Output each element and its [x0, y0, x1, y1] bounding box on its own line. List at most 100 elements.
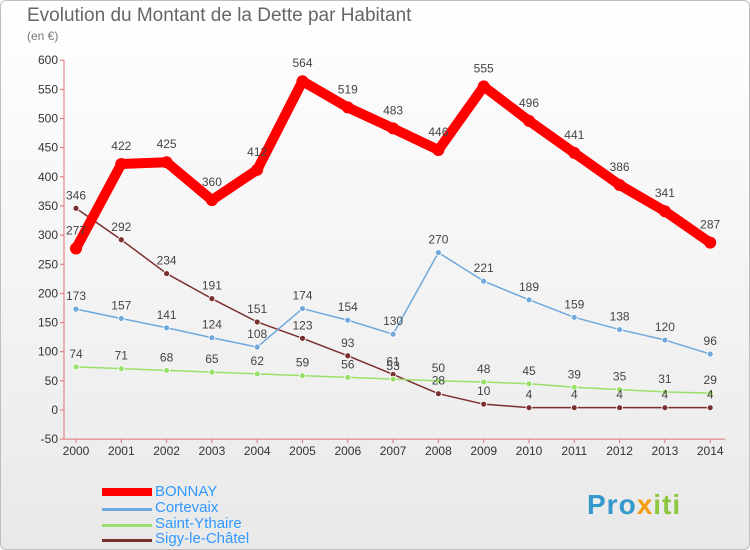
data-label: 50 — [432, 361, 446, 375]
data-label: 341 — [655, 186, 675, 200]
data-label: 124 — [202, 318, 222, 332]
data-point — [570, 313, 578, 321]
data-label: 56 — [341, 357, 355, 371]
data-label: 292 — [111, 220, 131, 234]
data-label: 446 — [428, 125, 448, 139]
data-label: 65 — [205, 352, 219, 366]
legend-label: Cortevaix — [155, 499, 219, 516]
data-point — [163, 270, 171, 277]
data-label: 108 — [247, 327, 267, 341]
x-tick-label: 2002 — [153, 444, 180, 458]
data-label: 48 — [477, 362, 491, 376]
y-tick-label: 0 — [51, 403, 58, 417]
x-tick-label: 2005 — [289, 444, 316, 458]
proxiti-logo: Proxiti — [587, 489, 682, 520]
data-label: 4 — [707, 388, 714, 402]
data-point — [523, 114, 535, 127]
data-label: 74 — [69, 347, 83, 361]
x-tick-label: 2001 — [108, 444, 135, 458]
data-label: 159 — [564, 297, 584, 311]
data-label: 422 — [111, 139, 131, 153]
data-label: 71 — [115, 349, 129, 363]
y-tick-label: 450 — [38, 141, 58, 155]
data-point — [253, 343, 261, 351]
y-tick-label: 100 — [38, 345, 58, 359]
data-label: 157 — [111, 298, 131, 312]
data-point — [480, 378, 488, 386]
data-label: 189 — [519, 280, 539, 294]
chart-title: Evolution du Montant de la Dette par Hab… — [27, 5, 412, 26]
data-point — [208, 334, 216, 342]
data-point — [389, 375, 397, 383]
x-tick-label: 2004 — [244, 444, 271, 458]
data-point — [480, 400, 488, 408]
data-point — [205, 194, 218, 207]
data-point — [387, 122, 400, 135]
data-point — [115, 157, 128, 170]
data-label: 31 — [658, 372, 672, 386]
legend-label: Saint-Ythaire — [155, 515, 242, 532]
data-label: 519 — [338, 82, 358, 96]
data-label: 270 — [428, 233, 448, 247]
data-point — [253, 318, 261, 326]
data-point — [299, 334, 306, 342]
data-point — [389, 330, 397, 338]
data-label: 151 — [247, 302, 267, 316]
data-label: 45 — [522, 364, 536, 378]
data-label: 441 — [564, 128, 584, 142]
y-tick-label: -50 — [41, 432, 59, 446]
data-point — [706, 350, 714, 358]
data-label: 154 — [338, 300, 358, 314]
data-point — [344, 316, 352, 324]
data-point — [658, 205, 671, 218]
x-tick-label: 2011 — [561, 444, 587, 458]
data-point — [251, 163, 264, 176]
y-tick-label: 400 — [38, 170, 58, 184]
data-label: 130 — [383, 314, 403, 328]
data-label: 123 — [292, 318, 312, 332]
data-point — [163, 324, 171, 332]
legend-swatch — [102, 508, 152, 511]
data-point — [344, 373, 352, 381]
data-label: 360 — [202, 175, 222, 189]
x-tick-label: 2006 — [334, 444, 361, 458]
data-point — [344, 352, 352, 360]
data-label: 68 — [160, 350, 174, 364]
data-label: 287 — [700, 218, 720, 232]
x-tick-label: 2013 — [652, 444, 679, 458]
data-label: 174 — [292, 289, 312, 303]
data-point — [163, 366, 171, 374]
data-point — [72, 204, 80, 212]
y-tick-label: 50 — [45, 374, 59, 388]
y-tick-label: 200 — [38, 286, 58, 300]
x-tick-label: 2003 — [199, 444, 226, 458]
data-label: 53 — [386, 359, 400, 373]
data-point — [661, 388, 669, 396]
x-tick-label: 2009 — [470, 444, 497, 458]
data-point — [616, 326, 623, 333]
y-tick-label: 300 — [38, 228, 58, 242]
data-point — [570, 383, 578, 391]
data-label: 4 — [571, 388, 578, 402]
data-point — [525, 404, 533, 412]
legend-swatch — [102, 488, 152, 496]
data-point — [117, 315, 125, 322]
data-point — [299, 305, 306, 312]
data-point — [616, 386, 623, 393]
data-point — [72, 305, 80, 313]
data-point — [661, 404, 669, 412]
x-tick-label: 2012 — [606, 444, 633, 458]
data-label: 277 — [66, 224, 86, 238]
data-point — [432, 143, 445, 156]
x-tick-label: 2010 — [516, 444, 543, 458]
data-label: 483 — [383, 103, 403, 117]
data-point — [706, 404, 714, 412]
data-label: 4 — [526, 388, 533, 402]
data-label: 10 — [477, 384, 491, 398]
data-point — [434, 249, 442, 256]
chart-unit: (en €) — [27, 29, 59, 43]
y-tick-label: 150 — [38, 316, 58, 330]
legend-swatch — [102, 539, 152, 542]
data-label: 234 — [157, 254, 177, 268]
data-point — [253, 370, 261, 378]
